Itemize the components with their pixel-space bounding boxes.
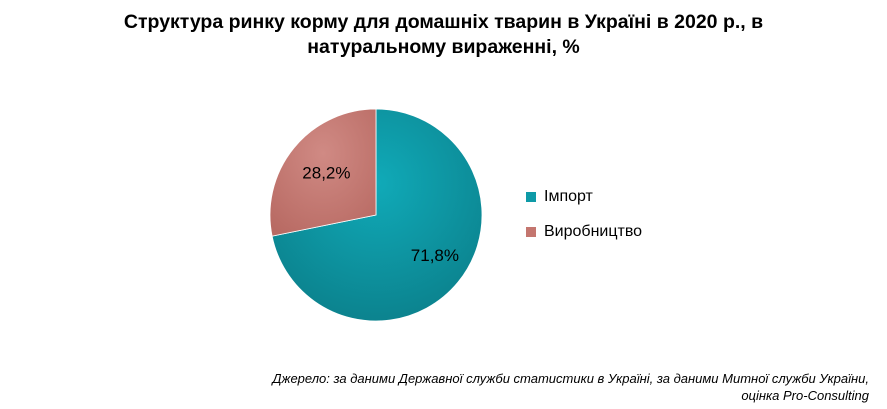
source-note-line-2: оцінка Pro-Consulting [741,388,869,403]
pie-data-labels: 71,8% 28,2% [302,164,459,265]
legend-label-import: Імпорт [544,188,593,205]
source-note: Джерело: за даними Державної служби стат… [272,370,869,404]
pie-slice-production [269,108,377,237]
data-label-import: 71,8% [411,246,459,265]
chart-title-line-1: Структура ринку корму для домашніх твари… [123,11,764,33]
legend-item-production: Виробництво [526,221,642,243]
chart-title: Структура ринку корму для домашніх твари… [30,10,857,60]
data-label-production: 28,2% [302,164,350,183]
source-note-line-1: Джерело: за даними Державної служби стат… [272,371,869,386]
legend-swatch-production [526,227,536,237]
legend-item-import: Імпорт [526,186,642,208]
pie-slices [269,108,483,322]
legend-label-production: Виробництво [544,223,643,240]
pie-slice-import [271,108,483,322]
chart-title-line-2: натуральному вираженні, % [307,36,580,58]
legend-swatch-import [526,192,536,202]
chart-legend: Імпорт Виробництво [526,186,642,256]
